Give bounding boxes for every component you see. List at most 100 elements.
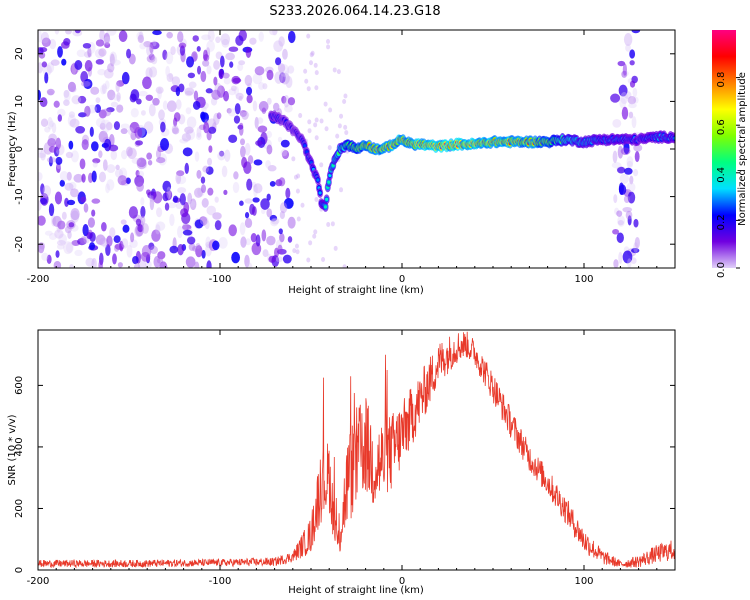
spectrogram-noise-blob [70,150,79,163]
spectrogram-noise-blob [617,219,624,226]
spectrogram-noise-blob [314,85,319,91]
spectrogram-noise-blob [283,94,290,108]
spectrogram-y-tick-label: 10 [14,95,25,108]
spectrogram-noise-blob [284,70,290,82]
spectrogram-noise-blob [128,206,138,219]
colorbar-strip [712,30,736,268]
spectrogram-noise-blob [200,70,207,83]
spectrogram-noise-blob [177,225,183,239]
spectrogram-noise-blob [38,244,41,252]
spectrogram-noise-blob [172,127,180,135]
spectrogram-noise-blob [135,98,142,105]
spectrogram-noise-blob [238,60,246,66]
spectrogram-noise-blob [49,120,55,128]
spectrogram-noise-blob [226,107,232,114]
spectrogram-noise-blob [134,175,145,187]
spectrogram-noise-blob [179,138,189,144]
spectrogram-noise-blob [186,236,196,245]
spectrogram-noise-blob [95,97,101,104]
spectrogram-noise-blob [254,66,265,76]
spectrogram-noise-blob [140,251,151,262]
spectrogram-noise-blob [39,242,46,250]
spectrogram-noise-blob [149,245,158,255]
spectrogram-noise-blob [140,206,146,218]
spectrogram-noise-blob [70,210,80,223]
spectrogram-noise-blob [633,96,639,104]
spectrogram-noise-blob [65,242,74,254]
spectrogram-noise-blob [56,239,66,246]
spectrogram-noise-blob [104,80,110,90]
spectrogram-noise-blob [50,59,60,66]
spectrogram-noise-blob [246,94,253,104]
spectrogram-noise-blob [130,232,135,243]
spectrogram-noise-blob [125,146,133,157]
spectrogram-noise-blob [38,30,43,43]
spectrogram-noise-blob [80,236,87,245]
spectrogram-noise-blob [65,30,72,35]
spectrogram-noise-blob [292,248,297,254]
snr-x-tick-label: 0 [399,576,405,587]
spectrogram-noise-blob [626,160,634,169]
spectrogram-noise-blob [201,106,207,113]
spectrogram-noise-blob [246,178,253,191]
spectrogram-noise-blob [192,100,201,110]
spectrogram-noise-blob [309,52,314,58]
spectrogram-noise-blob [619,173,629,184]
spectrogram-noise-blob [186,56,195,68]
spectrogram-noise-blob [228,134,238,144]
spectrogram-noise-blob [277,244,283,254]
spectrogram-noise-blob [266,144,273,155]
spectrogram-noise-blob [98,109,107,119]
spectrogram-noise-blob [182,223,187,232]
spectrogram-noise-blob [71,95,82,105]
spectrogram-noise-blob [631,248,640,254]
spectrogram-noise-blob [192,35,199,42]
spectrogram-noise-blob [98,260,103,268]
spectrogram-noise-blob [107,89,116,101]
spectrogram-noise-blob [201,198,209,208]
spectrogram-noise-blob [623,195,630,204]
spectrogram-noise-blob [112,253,117,265]
spectrogram-noise-blob [187,192,193,205]
spectrogram-noise-blob [307,128,312,134]
colorbar-label: Normalized spectral amplitude [737,72,748,226]
spectrogram-noise-blob [196,46,201,52]
spectrogram-noise-blob [63,89,71,102]
spectrogram-noise-blob [207,187,214,196]
spectrogram-noise-blob [283,197,294,209]
spectrogram-y-ticks: -20 -10 0 10 20 [14,47,675,252]
spectrogram-noise-blob [166,73,174,83]
spectrogram-noise-blob [223,90,230,102]
spectrogram-noise-blob [169,245,179,254]
spectrogram-noise-blob [262,83,268,90]
spectrogram-x-label: Height of straight line (km) [288,285,424,296]
spectrogram-noise-blob [116,104,124,113]
spectrogram-noise-blob [95,234,106,246]
spectrogram-noise-blob [622,63,627,76]
spectrogram-noise-blob [194,261,200,268]
spectrogram-noise-blob [235,92,244,100]
spectrogram-noise-blob [52,215,62,227]
spectrogram-noise-blob [53,100,60,108]
spectrogram-noise-blob [250,233,257,243]
snr-x-label: Height of straight line (km) [288,585,424,596]
spectrogram-noise-blob [44,72,49,84]
spectrogram-noise-blob [98,48,107,57]
spectrogram-noise-blob [79,158,86,170]
spectrogram-noise-blob [81,173,86,183]
spectrogram-noise-blob [279,64,290,77]
spectrogram-noise-blob [171,76,181,86]
spectrogram-noise-blob [92,161,98,168]
spectrogram-noise-blob [342,98,347,104]
spectrogram-noise-blob [115,81,120,93]
spectrogram-noise-blob [627,96,637,105]
spectrogram-ridge [267,110,675,212]
spectrogram-noise-blob [195,242,201,249]
spectrogram-noise-blob [272,30,278,36]
spectrogram-noise-blob [634,151,640,163]
spectrogram-noise-blob [278,177,286,187]
spectrogram-noise-blob [237,63,244,71]
spectrogram-noise-blob [280,139,290,148]
spectrogram-noise-blob [155,224,161,235]
